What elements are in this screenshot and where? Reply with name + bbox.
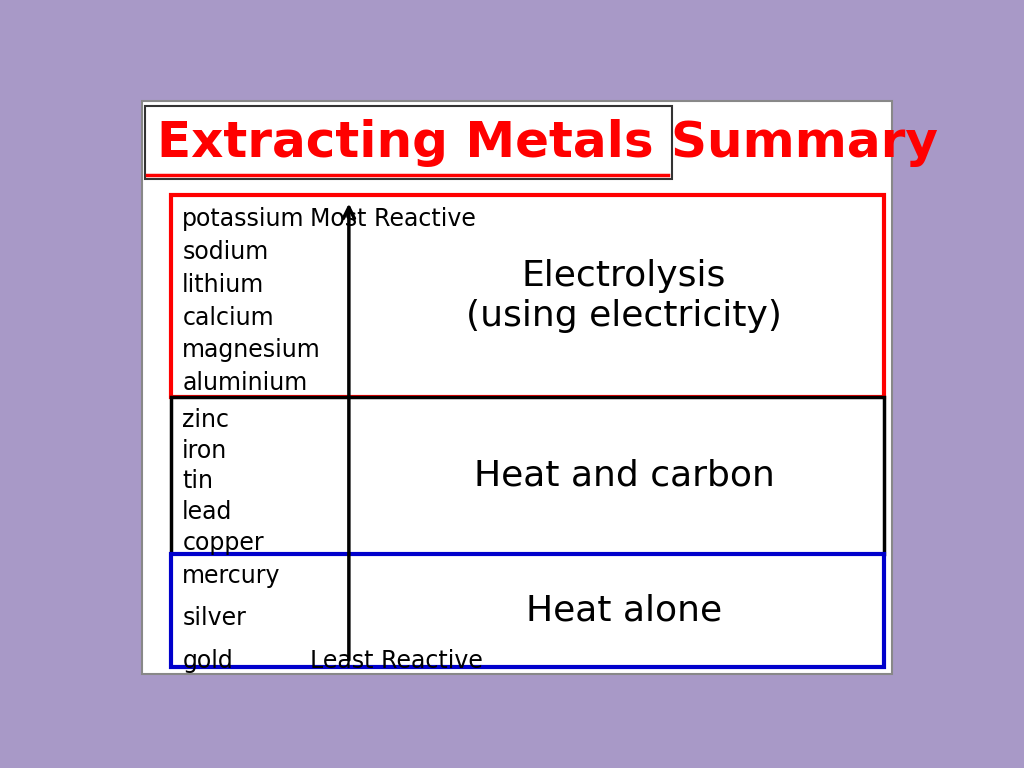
- Text: iron: iron: [182, 439, 227, 463]
- Text: lithium: lithium: [182, 273, 264, 296]
- FancyBboxPatch shape: [171, 397, 884, 554]
- Text: potassium: potassium: [182, 207, 305, 231]
- Text: Electrolysis
(using electricity): Electrolysis (using electricity): [466, 259, 782, 333]
- Text: calcium: calcium: [182, 306, 273, 329]
- FancyBboxPatch shape: [145, 106, 672, 179]
- Text: magnesium: magnesium: [182, 339, 321, 362]
- Text: zinc: zinc: [182, 408, 229, 432]
- Text: tin: tin: [182, 469, 213, 493]
- Text: silver: silver: [182, 607, 246, 631]
- Text: Most Reactive: Most Reactive: [310, 207, 476, 231]
- FancyBboxPatch shape: [171, 554, 884, 667]
- Text: lead: lead: [182, 500, 232, 524]
- FancyBboxPatch shape: [142, 101, 892, 674]
- Text: mercury: mercury: [182, 564, 281, 588]
- FancyBboxPatch shape: [171, 194, 884, 397]
- Text: Heat and carbon: Heat and carbon: [473, 458, 774, 492]
- Text: copper: copper: [182, 531, 264, 554]
- Text: gold: gold: [182, 649, 233, 674]
- Text: aluminium: aluminium: [182, 371, 307, 396]
- Text: sodium: sodium: [182, 240, 268, 264]
- Text: Heat alone: Heat alone: [526, 594, 722, 627]
- Text: Extracting Metals Summary: Extracting Metals Summary: [158, 119, 938, 167]
- Text: Least Reactive: Least Reactive: [310, 649, 483, 674]
